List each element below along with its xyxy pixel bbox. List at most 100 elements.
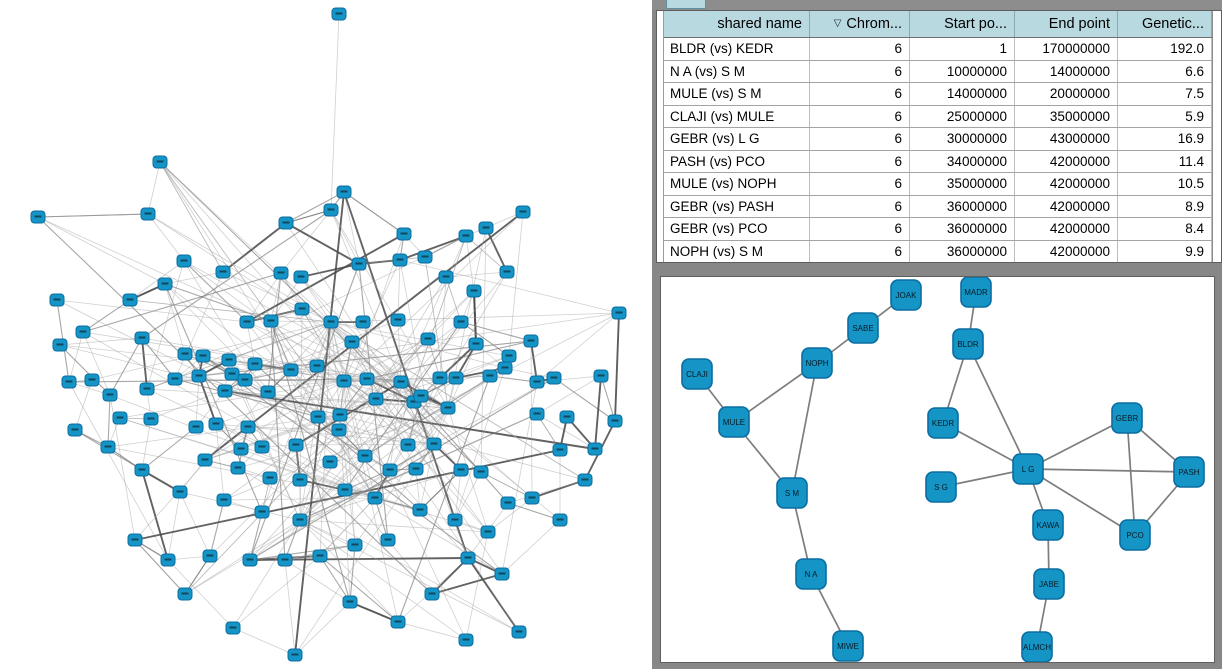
network-node-kawa[interactable]: KAWA [1032, 509, 1064, 541]
table-row[interactable]: GEBR (vs) PCO 6 36000000 42000000 8.4 [664, 218, 1212, 241]
network-node[interactable] [242, 553, 258, 567]
network-node[interactable] [453, 463, 469, 477]
network-node[interactable] [191, 369, 207, 383]
network-node[interactable] [217, 384, 233, 398]
network-node[interactable] [400, 438, 416, 452]
network-node-s-m[interactable]: S M [776, 477, 808, 509]
network-node[interactable] [208, 417, 224, 431]
network-node-jabe[interactable]: JABE [1033, 568, 1065, 600]
network-node[interactable] [230, 461, 246, 475]
network-node[interactable] [143, 412, 159, 426]
network-node[interactable] [438, 270, 454, 284]
network-node[interactable] [216, 493, 232, 507]
network-node[interactable] [390, 615, 406, 629]
network-node[interactable] [202, 549, 218, 563]
network-node[interactable] [134, 463, 150, 477]
table-row[interactable]: CLAJI (vs) MULE 6 25000000 35000000 5.9 [664, 105, 1212, 128]
network-node-pash[interactable]: PASH [1173, 456, 1205, 488]
network-node-s-g[interactable]: S G [925, 471, 957, 503]
network-node[interactable] [67, 423, 83, 437]
network-node[interactable] [292, 473, 308, 487]
node-shape[interactable] [1111, 402, 1143, 434]
node-shape[interactable] [847, 312, 879, 344]
network-node[interactable] [292, 513, 308, 527]
network-node[interactable] [351, 257, 367, 271]
network-node[interactable] [511, 625, 527, 639]
network-node[interactable] [225, 621, 241, 635]
network-node[interactable] [75, 325, 91, 339]
node-shape[interactable] [801, 347, 833, 379]
node-shape[interactable] [952, 328, 984, 360]
network-node[interactable] [501, 349, 517, 363]
network-node[interactable] [233, 442, 249, 456]
network-node[interactable] [453, 315, 469, 329]
network-node[interactable] [52, 338, 68, 352]
network-node-miwe[interactable]: MIWE [832, 630, 864, 662]
network-node-n-a[interactable]: N A [795, 558, 827, 590]
network-node[interactable] [309, 359, 325, 373]
network-node[interactable] [188, 420, 204, 434]
node-shape[interactable] [832, 630, 864, 662]
network-node[interactable] [254, 505, 270, 519]
node-shape[interactable] [776, 477, 808, 509]
column-header-start-po[interactable]: Start po... [910, 11, 1015, 37]
network-node[interactable] [342, 595, 358, 609]
network-node[interactable] [277, 553, 293, 567]
network-node[interactable] [367, 491, 383, 505]
network-node[interactable] [177, 347, 193, 361]
network-node[interactable] [224, 367, 240, 381]
network-node-joak[interactable]: JOAK [890, 279, 922, 311]
network-node[interactable] [347, 538, 363, 552]
selected-network-canvas[interactable]: JOAK MADR SABE BLDR NOPH CLAJI KEDR GEBR MULE L G… [661, 277, 1214, 662]
network-node[interactable] [552, 443, 568, 457]
network-node[interactable] [310, 410, 326, 424]
network-node[interactable] [177, 587, 193, 601]
table-row[interactable]: N A (vs) S M 6 10000000 14000000 6.6 [664, 60, 1212, 83]
network-node[interactable] [497, 361, 513, 375]
network-node[interactable] [197, 453, 213, 467]
network-node[interactable] [273, 266, 289, 280]
network-node[interactable] [460, 551, 476, 565]
column-header-shared-name[interactable]: shared name [664, 11, 810, 37]
network-node[interactable] [408, 462, 424, 476]
network-node[interactable] [331, 7, 347, 21]
network-node[interactable] [473, 465, 489, 479]
network-node[interactable] [393, 375, 409, 389]
network-node[interactable] [157, 277, 173, 291]
network-node[interactable] [500, 496, 516, 510]
network-node[interactable] [152, 155, 168, 169]
network-node[interactable] [524, 491, 540, 505]
network-node[interactable] [546, 371, 562, 385]
network-node[interactable] [237, 373, 253, 387]
network-node[interactable] [49, 293, 65, 307]
node-shape[interactable] [890, 279, 922, 311]
node-shape[interactable] [1173, 456, 1205, 488]
network-node[interactable] [167, 372, 183, 386]
node-shape[interactable] [927, 407, 959, 439]
network-node[interactable] [323, 315, 339, 329]
network-node[interactable] [247, 357, 263, 371]
network-node[interactable] [357, 449, 373, 463]
table-row[interactable]: PASH (vs) PCO 6 34000000 42000000 11.4 [664, 150, 1212, 173]
network-node[interactable] [139, 382, 155, 396]
network-node[interactable] [359, 372, 375, 386]
node-shape[interactable] [1021, 631, 1053, 662]
network-node[interactable] [172, 485, 188, 499]
node-shape[interactable] [718, 406, 750, 438]
network-node[interactable] [260, 385, 276, 399]
node-shape[interactable] [1033, 568, 1065, 600]
network-node[interactable] [368, 392, 384, 406]
network-node[interactable] [344, 335, 360, 349]
network-node[interactable] [112, 411, 128, 425]
network-node[interactable] [195, 349, 211, 363]
network-node[interactable] [312, 549, 328, 563]
node-shape[interactable] [795, 558, 827, 590]
network-node[interactable] [482, 369, 498, 383]
network-node[interactable] [215, 265, 231, 279]
network-node-mule[interactable]: MULE [718, 406, 750, 438]
network-node[interactable] [478, 221, 494, 235]
network-node[interactable] [440, 401, 456, 415]
network-node[interactable] [278, 216, 294, 230]
network-node-almch[interactable]: ALMCH [1021, 631, 1053, 662]
network-node[interactable] [355, 315, 371, 329]
